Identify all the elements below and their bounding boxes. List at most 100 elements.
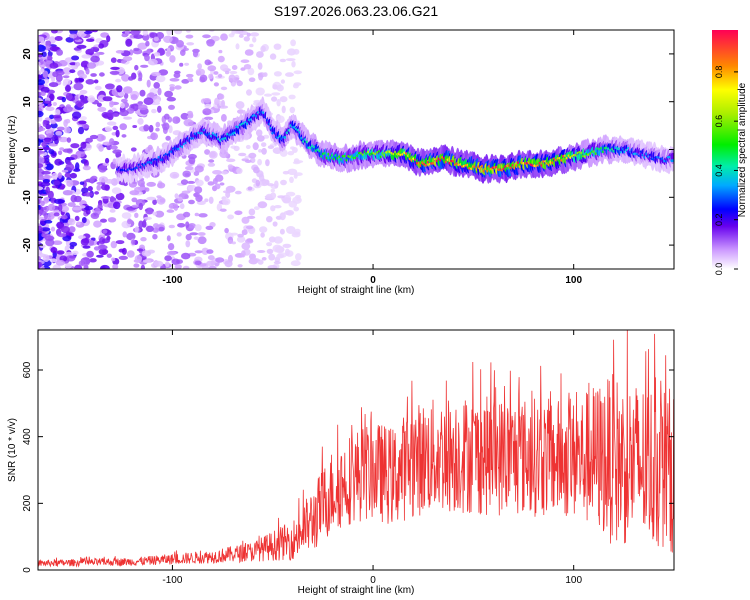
spectrogram-cell: [99, 72, 105, 77]
spectrogram-cell: [138, 202, 143, 211]
spectrogram-cell: [126, 250, 135, 258]
spectrogram-cell: [62, 190, 73, 196]
spectrogram-cell: [217, 73, 223, 78]
spectrogram-cell: [85, 68, 90, 75]
spectrogram-cell: [146, 48, 151, 55]
spectrogram-cell: [266, 216, 273, 223]
spectrogram-cell: [69, 33, 78, 39]
spectrogram-cell: [285, 191, 296, 197]
spectrogram-cell: [75, 100, 85, 107]
spectrogram-cell: [184, 62, 190, 66]
spectrogram-cell: [110, 66, 120, 70]
spectrogram-cell: [77, 126, 85, 135]
spectrogram-cell: [94, 85, 102, 91]
spectrogram-cell: [41, 141, 47, 148]
spectrogram-cell: [79, 94, 85, 100]
spectrogram-cell: [183, 211, 191, 218]
spectrogram-cell: [176, 40, 184, 48]
spectrogram-cell: [261, 142, 267, 148]
spectrogram-cell: [56, 126, 65, 131]
spectrogram-cell: [98, 43, 105, 49]
spectrogram-cell: [233, 145, 240, 152]
spectrogram-cell: [241, 229, 248, 236]
spectrogram-cell: [270, 188, 275, 193]
spectrogram-cell: [219, 208, 227, 212]
top-y-tick-label: 0: [22, 146, 33, 152]
spectrogram-cell: [293, 206, 300, 212]
spectrogram-cell: [125, 38, 133, 47]
spectrogram-cell: [144, 187, 150, 192]
spectrogram-cell: [274, 205, 282, 209]
spectrogram-cell: [62, 75, 70, 79]
spectrogram-cell: [134, 226, 139, 233]
spectrogram-cell: [148, 92, 155, 97]
spectrogram-cell: [96, 133, 105, 142]
spectrogram-cell: [260, 45, 266, 53]
spectrogram-cell: [279, 96, 288, 103]
spectrogram-cell: [237, 109, 245, 114]
spectrogram-cell: [164, 90, 174, 98]
spectrogram-cell: [80, 141, 87, 149]
spectrogram-cell: [151, 71, 161, 77]
spectrogram-cell: [60, 214, 68, 220]
spectrogram-cell: [240, 67, 246, 71]
spectrogram-cell: [38, 110, 44, 118]
spectrogram-cell: [57, 172, 63, 180]
spectrogram-cell: [96, 102, 102, 108]
spectrogram-cell: [153, 260, 164, 267]
spectrogram-cell: [122, 56, 133, 62]
spectrogram-cell: [235, 101, 245, 110]
spectrogram-cell: [181, 79, 190, 84]
spectrogram-cell: [214, 183, 221, 190]
spectrogram-cell: [109, 209, 116, 213]
spectrogram-cell: [74, 195, 82, 203]
spectrogram-cell: [83, 192, 94, 197]
spectrogram-cell: [138, 72, 143, 80]
spectrogram-cell: [204, 149, 211, 155]
spectrogram-cell: [282, 170, 290, 175]
spectrogram-cell: [96, 184, 101, 191]
spectrogram-cell: [204, 198, 209, 203]
spectrogram-cell: [148, 124, 154, 133]
spectrogram-cell: [219, 182, 225, 186]
spectrogram-cell: [271, 96, 278, 102]
spectrogram-cell: [50, 247, 58, 254]
spectrogram-cell: [53, 212, 60, 217]
spectrogram-cell: [204, 175, 210, 182]
spectrogram-cell: [245, 144, 251, 150]
spectrogram-cell: [45, 40, 52, 47]
spectrogram-cell: [258, 72, 264, 81]
spectrogram-cell: [180, 112, 189, 120]
spectrogram-cell: [255, 87, 265, 96]
spectrogram-cell: [197, 232, 206, 236]
spectrogram-cell: [74, 264, 83, 269]
spectrogram-cell: [127, 218, 132, 225]
spectrogram-cell: [186, 180, 196, 184]
spectrogram-cell: [168, 224, 175, 229]
spectrogram-cell: [255, 129, 263, 137]
figure-title: S197.2026.063.23.06.G21: [274, 3, 438, 19]
spectrogram-cell: [279, 58, 287, 63]
spectrogram-cell: [279, 228, 285, 235]
spectrogram-cell: [291, 60, 296, 68]
spectrogram-cell: [153, 223, 159, 229]
spectrogram-cell: [176, 232, 182, 237]
spectrogram-cell: [41, 51, 47, 58]
bottom-x-tick-label: 100: [565, 575, 582, 586]
spectrogram-cell: [38, 261, 41, 269]
spectrogram-cell: [82, 245, 91, 249]
spectrogram-cell: [221, 114, 227, 122]
spectrogram-cell: [48, 128, 55, 132]
spectrogram-cell: [268, 253, 276, 261]
spectrogram-cell: [221, 99, 226, 108]
spectrogram-cell: [276, 99, 281, 107]
spectrogram-cell: [266, 248, 274, 254]
spectrogram-cell: [206, 260, 216, 267]
spectrogram-cell: [129, 190, 140, 196]
spectrogram-cell: [244, 49, 254, 56]
spectrogram-cell: [247, 186, 253, 191]
spectrogram-cell: [97, 106, 107, 112]
spectrogram-cell: [213, 71, 219, 75]
spectrogram-cell: [86, 250, 94, 258]
